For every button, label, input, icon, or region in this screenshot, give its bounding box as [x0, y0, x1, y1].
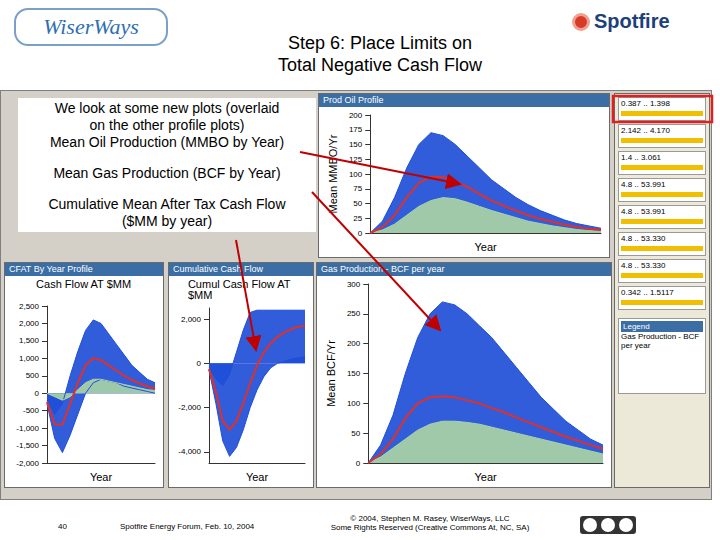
svg-text:Mean MMBO/Yr: Mean MMBO/Yr [327, 134, 339, 213]
svg-text:175: 175 [349, 125, 363, 134]
html-text:Total Negative Cash Flow: Total Negative Cash Flow [278, 55, 482, 75]
svg-text:125: 125 [349, 155, 363, 164]
svg-text:2,500: 2,500 [19, 302, 40, 311]
svg-text:200: 200 [347, 339, 361, 348]
svg-text:150: 150 [349, 140, 363, 149]
svg-text:-1,000: -1,000 [16, 424, 39, 433]
svg-text:Mean BCF/Yr: Mean BCF/Yr [325, 340, 337, 407]
html-text:Mean Oil Production (MMBO by Y: Mean Oil Production (MMBO by Year) [49, 134, 285, 150]
html-text:Spotfire: Spotfire [594, 10, 670, 32]
svg-text:Cumul Cash Flow AT: Cumul Cash Flow AT [187, 277, 294, 290]
svg-text:$MM: $MM [188, 289, 212, 301]
html-text:4.8 .. 53.330: 4.8 .. 53.330 [621, 234, 666, 243]
svg-text:2,000: 2,000 [19, 319, 40, 328]
svg-text:0: 0 [356, 459, 361, 468]
svg-text:Year: Year [475, 471, 498, 483]
html-text:Legend: Legend [623, 322, 650, 331]
svg-text:75: 75 [353, 184, 362, 193]
svg-text:Year: Year [246, 471, 269, 483]
svg-text:Year: Year [475, 241, 498, 253]
svg-text:0: 0 [197, 359, 202, 368]
html-text:1.4 .. 3.061: 1.4 .. 3.061 [621, 153, 661, 162]
html-text:Cumulative Mean After Tax Cash: Cumulative Mean After Tax Cash Flow [48, 196, 286, 212]
svg-text:Cash Flow AT $MM: Cash Flow AT $MM [36, 278, 131, 290]
svg-text:200: 200 [349, 111, 363, 120]
html-text:Spotfire Energy Forum, Feb. 10: Spotfire Energy Forum, Feb. 10, 2004 [120, 522, 255, 531]
svg-text:250: 250 [347, 309, 361, 318]
svg-text:-500: -500 [23, 406, 40, 415]
html-text:We look at some new plots (ove: We look at some new plots (overlaid [54, 100, 280, 116]
html-text:Cumulative Cash Flow: Cumulative Cash Flow [173, 264, 263, 274]
html-text:4.8 .. 53.991: 4.8 .. 53.991 [621, 180, 666, 189]
svg-text:150: 150 [347, 369, 361, 378]
html-text:Gas Production - BCF per year: Gas Production - BCF per year [321, 264, 445, 274]
html-text:on the other profile plots): on the other profile plots) [89, 117, 245, 133]
html-text:2.142 .. 4.170: 2.142 .. 4.170 [621, 126, 670, 135]
svg-text:500: 500 [26, 371, 40, 380]
svg-text:1,000: 1,000 [19, 354, 40, 363]
svg-text:-2,000: -2,000 [178, 403, 201, 412]
html-text:0.342 .. 1.5117: 0.342 .. 1.5117 [621, 288, 674, 297]
svg-text:0: 0 [358, 229, 363, 238]
html-text:Step 6: Place Limits on: Step 6: Place Limits on [287, 33, 472, 53]
svg-text:1,500: 1,500 [19, 336, 40, 345]
svg-text:50: 50 [351, 429, 360, 438]
svg-text:300: 300 [347, 280, 361, 289]
html-text:Some Rights Reserved (Creative: Some Rights Reserved (Creative Commons A… [330, 523, 530, 532]
html-text:WiserWays: WiserWays [43, 14, 139, 39]
html-text:4.8 .. 53.991: 4.8 .. 53.991 [621, 207, 666, 216]
svg-text:-1,500: -1,500 [16, 441, 39, 450]
html-text:Prod Oil Profile: Prod Oil Profile [323, 95, 384, 105]
svg-text:100: 100 [347, 399, 361, 408]
html-text:© 2004, Stephen M. Rasey, Wise: © 2004, Stephen M. Rasey, WiserWays, LLC [350, 514, 510, 523]
html-text:40: 40 [58, 522, 67, 531]
svg-text:100: 100 [349, 170, 363, 179]
svg-text:0: 0 [35, 389, 40, 398]
svg-text:-4,000: -4,000 [178, 447, 201, 456]
html-text:Gas Production - BCF per year: Gas Production - BCF per year [621, 332, 700, 350]
svg-text:2,000: 2,000 [181, 315, 202, 324]
svg-text:25: 25 [353, 214, 362, 223]
svg-text:-2,000: -2,000 [16, 459, 39, 468]
svg-text:Year: Year [90, 471, 113, 483]
svg-text:50: 50 [353, 199, 362, 208]
html-text:Mean Gas Production (BCF by Ye: Mean Gas Production (BCF by Year) [53, 165, 281, 181]
html-text:4.8 .. 53.330: 4.8 .. 53.330 [621, 261, 666, 270]
html-text:CFAT By Year Profile: CFAT By Year Profile [9, 264, 93, 274]
html-text:0.387 .. 1.398: 0.387 .. 1.398 [621, 99, 670, 108]
html-text:($MM by year): ($MM by year) [121, 213, 213, 229]
